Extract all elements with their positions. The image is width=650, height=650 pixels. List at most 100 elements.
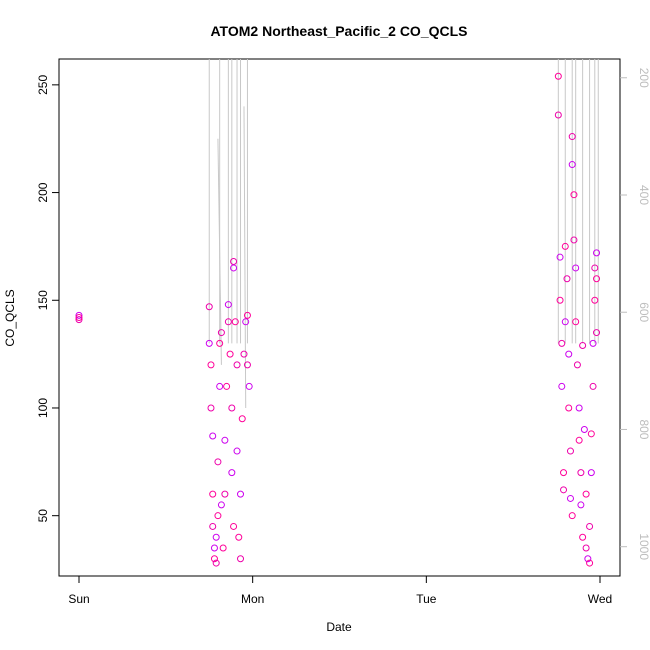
x-axis-label: Date [326,620,352,634]
data-point [593,329,601,337]
data-point [210,544,218,552]
data-point [561,318,569,326]
data-point [233,361,241,369]
data-point [573,361,581,369]
data-point [589,382,597,390]
x-tick-label: Tue [416,592,437,606]
data-point [556,296,564,304]
data-point [243,361,251,369]
y-right-tick-label: 600 [637,302,650,322]
data-point [587,430,595,438]
data-point [205,303,213,311]
data-point [237,555,245,563]
y-tick-label: 100 [36,398,50,418]
data-point [212,533,220,541]
data-point [566,447,574,455]
data-point [582,544,590,552]
x-tick-label: Sun [68,592,89,606]
y-right-tick-label: 400 [637,185,650,205]
data-point [593,275,601,283]
data-point [584,555,592,563]
y-tick-label: 150 [36,290,50,310]
data-point [591,296,599,304]
data-point [224,301,232,309]
x-tick-label: Wed [588,592,612,606]
y-right-axis: 200 400 600 800 1000 [620,68,650,560]
data-point [221,490,229,498]
x-axis: Sun Mon Tue Wed [68,576,612,606]
data-point [223,382,231,390]
data-point [580,426,588,434]
data-point [560,469,568,477]
data-point [579,342,587,350]
data-point [570,191,578,199]
data-point [568,512,576,520]
data-point [237,490,245,498]
data-point [586,559,594,567]
data-point [224,318,232,326]
y-right-tick-label: 200 [637,68,650,88]
data-point [554,72,562,80]
data-point [238,415,246,423]
data-point [575,436,583,444]
data-point [570,236,578,244]
data-point [216,339,224,347]
data-point [245,382,253,390]
data-point [75,311,83,319]
y-axis: 50 100 150 200 250 [36,75,59,523]
data-point [210,555,218,563]
data-point [240,350,248,358]
y-tick-label: 50 [36,509,50,523]
data-point [228,404,236,412]
data-point [205,339,213,347]
profile-lines [208,59,599,408]
data-point [568,161,576,169]
data-point [568,133,576,141]
data-point [572,264,580,272]
data-point [207,361,215,369]
data-point [561,242,569,250]
data-point [586,522,594,530]
data-point [214,458,222,466]
data-point [216,382,224,390]
x-tick-label: Mon [241,592,264,606]
y-tick-label: 250 [36,75,50,95]
data-point [221,436,229,444]
data-point [242,318,250,326]
data-point [235,533,243,541]
data-point [565,350,573,358]
data-point [214,512,222,520]
data-point [230,264,238,272]
data-point [558,382,566,390]
data-points [75,72,601,567]
data-point [209,432,217,440]
data-point [577,501,585,509]
data-point [565,404,573,412]
data-point [226,350,234,358]
data-point [577,469,585,477]
chart-title: ATOM2 Northeast_Pacific_2 CO_QCLS [210,23,467,39]
data-point [582,490,590,498]
data-point [75,316,83,324]
y-axis-label: CO_QCLS [3,289,17,346]
data-point [566,494,574,502]
data-point [563,275,571,283]
data-point [217,329,225,337]
data-point [209,490,217,498]
data-point [589,339,597,347]
plot-frame [58,58,621,577]
data-point [560,486,568,494]
data-point [591,264,599,272]
data-point [207,404,215,412]
data-point [579,533,587,541]
data-point [228,469,236,477]
data-point [575,404,583,412]
data-point [212,559,220,567]
data-point [75,314,83,321]
data-point [231,318,239,326]
data-point [209,522,217,530]
y-right-tick-label: 1000 [637,533,650,560]
data-point [554,111,562,119]
profile-line [217,138,222,365]
data-point [572,318,580,326]
